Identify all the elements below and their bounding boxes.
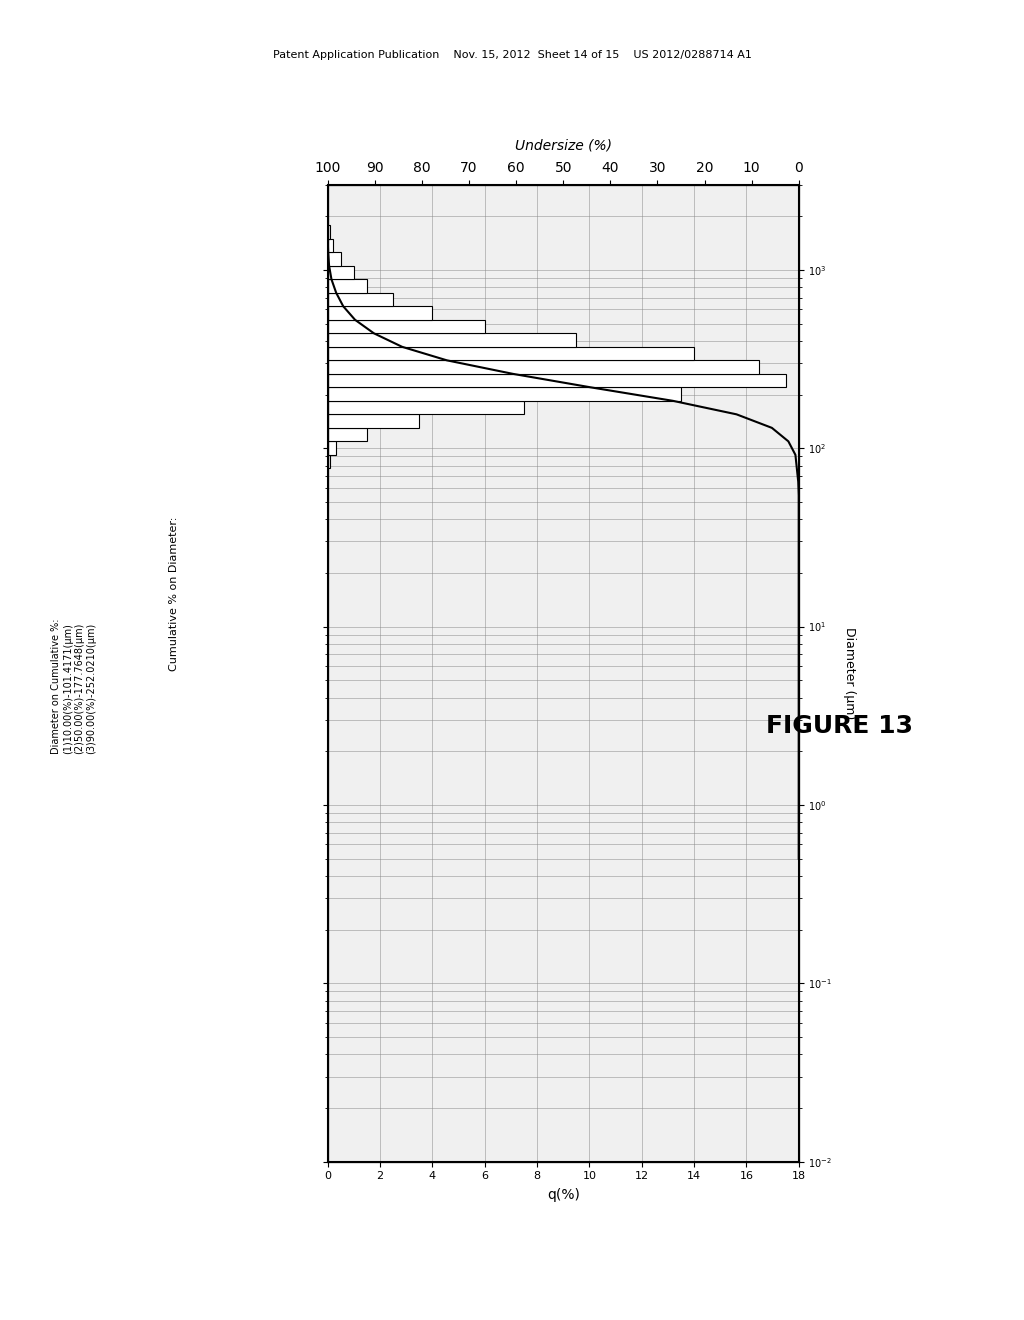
Bar	[328, 280, 367, 293]
Bar	[328, 265, 354, 280]
Bar	[328, 333, 577, 347]
Text: Diameter on Cumulative %:
(1)10.00(%)-101.4171(μm)
(2)50.00(%)-177.7648(μm)
(3)9: Diameter on Cumulative %: (1)10.00(%)-10…	[51, 619, 96, 754]
Bar	[328, 306, 432, 319]
Text: FIGURE 13: FIGURE 13	[766, 714, 913, 738]
X-axis label: q(%): q(%)	[547, 1188, 580, 1203]
Bar	[328, 319, 484, 333]
Bar	[328, 239, 333, 252]
Y-axis label: Diameter (μm): Diameter (μm)	[844, 627, 856, 719]
Bar	[328, 387, 681, 401]
Bar	[328, 401, 524, 414]
Bar	[328, 428, 367, 441]
Text: Cumulative % on Diameter:: Cumulative % on Diameter:	[169, 517, 179, 671]
Bar	[328, 374, 785, 387]
Bar	[328, 455, 331, 469]
Bar	[328, 347, 694, 360]
Bar	[328, 226, 331, 239]
X-axis label: Undersize (%): Undersize (%)	[515, 139, 611, 153]
Bar	[328, 360, 760, 374]
Bar	[328, 252, 341, 265]
Bar	[328, 293, 393, 306]
Bar	[328, 441, 336, 455]
Text: Patent Application Publication    Nov. 15, 2012  Sheet 14 of 15    US 2012/02887: Patent Application Publication Nov. 15, …	[272, 50, 752, 61]
Bar	[328, 414, 419, 428]
